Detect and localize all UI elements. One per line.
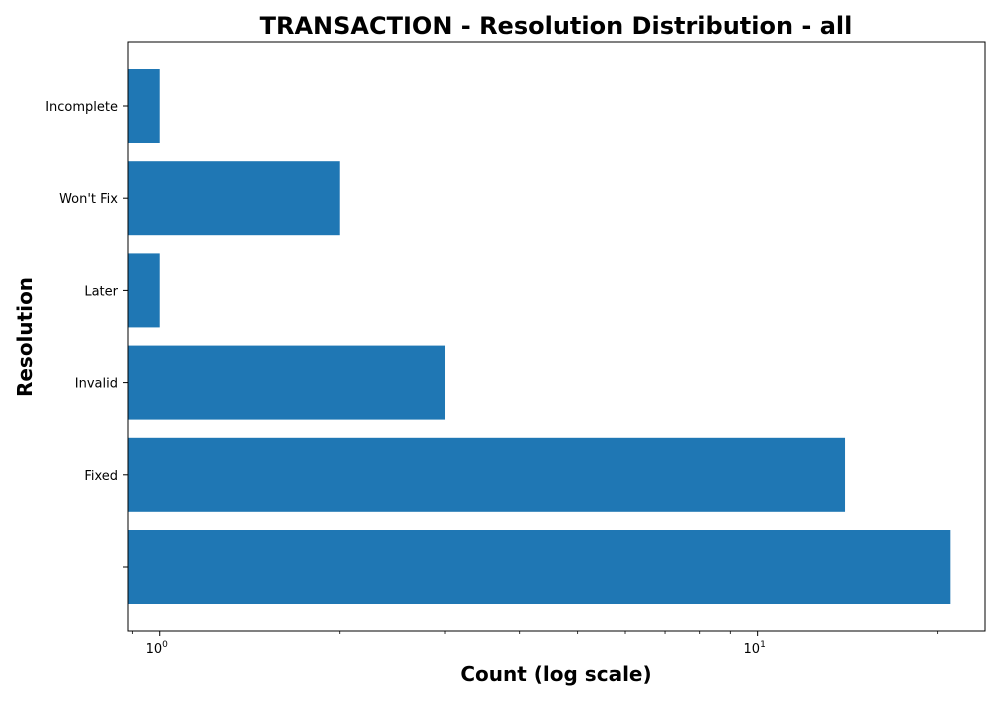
y-tick-label: Won't Fix [59,192,118,207]
x-axis-label: Count (log scale) [460,662,651,686]
y-tick-label: Invalid [75,377,118,392]
bar-later [128,253,160,328]
bar-won-t-fix [128,161,340,236]
bars-layer [128,69,951,604]
bar-invalid [128,345,446,420]
y-tick-label: Fixed [84,469,118,484]
bar-fixed [128,437,846,512]
y-tick-label: Later [84,284,118,299]
y-axis-label: Resolution [13,277,37,397]
plot-area-frame [127,41,986,632]
chart-title: TRANSACTION - Resolution Distribution - … [260,12,853,40]
bar-incomplete [128,69,160,143]
bar-unlabeled [128,530,951,604]
x-tick-label: 100 [146,640,169,657]
x-tick-label: 101 [744,640,766,657]
ticks-layer: Incomplete Won't Fix Later Invalid Fixed 100 1… [45,100,939,657]
y-tick-label: Incomplete [45,100,118,115]
